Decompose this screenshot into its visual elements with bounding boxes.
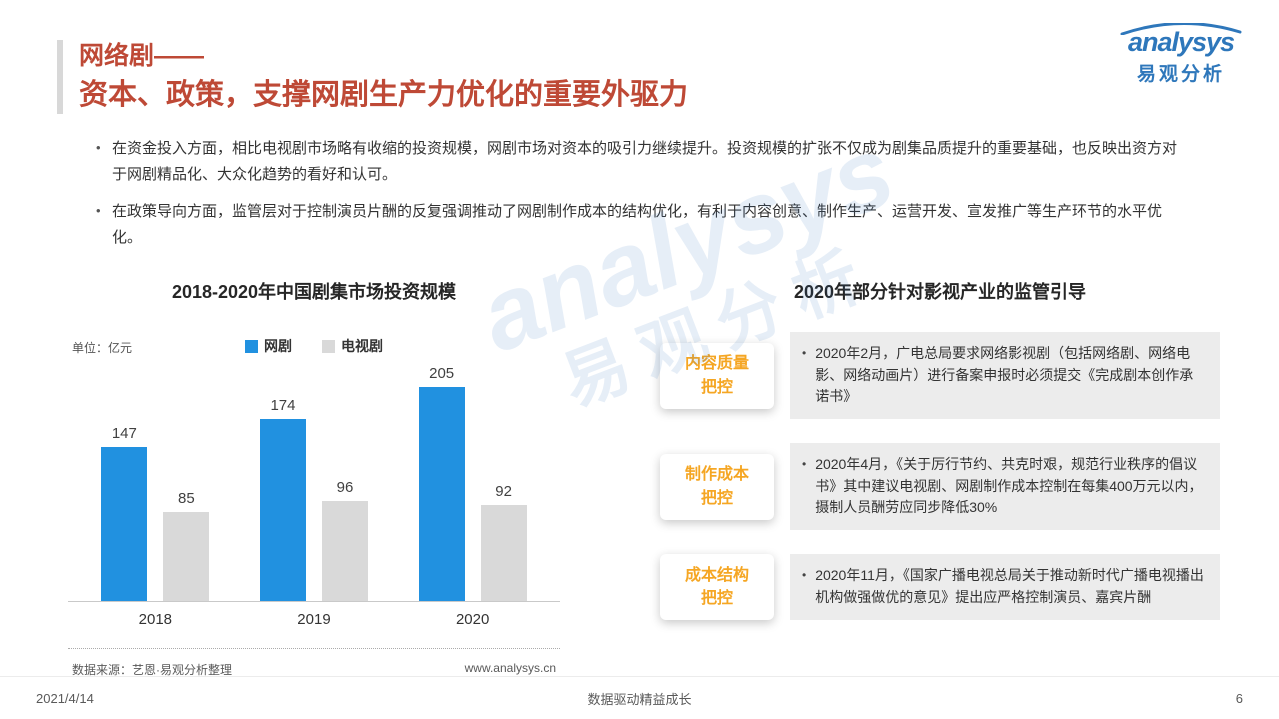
- website-text: www.analysys.cn: [464, 661, 556, 675]
- source-row: 数据来源：艺恩·易观分析整理 www.analysys.cn: [68, 661, 560, 678]
- tag-label-line1: 制作成本: [684, 466, 749, 484]
- tag-label-line1: 内容质量: [684, 355, 749, 373]
- dotted-divider: [68, 648, 560, 649]
- bar-column: 205: [418, 365, 465, 601]
- regulation-row-cost-structure: 成本结构 把控 2020年11月，《国家广播电视总局关于推动新时代广播电视播出机…: [660, 554, 1220, 621]
- regulation-text-box: 2020年4月，《关于厉行节约、共克时艰，规范行业秩序的倡议书》其中建议电视剧、…: [790, 443, 1220, 531]
- tag-label-line1: 成本结构: [684, 566, 749, 584]
- chart-title: 2018-2020年中国剧集市场投资规模: [171, 282, 457, 302]
- bar-value-label: 174: [270, 397, 296, 414]
- regulation-rows: 内容质量 把控 2020年2月，广电总局要求网络影视剧（包括网络剧、网络电影、网…: [660, 332, 1220, 621]
- bar-电视剧-2018: [163, 512, 210, 601]
- bar-column: 85: [163, 490, 210, 601]
- bar-column: 174: [259, 397, 306, 601]
- tag-label-line2: 把控: [700, 590, 733, 608]
- title-line-2: 资本、政策，支撑网剧生产力优化的重要外驱力: [79, 78, 689, 111]
- page-number: 6: [1235, 690, 1243, 706]
- legend-swatch-webdrama: [245, 339, 258, 353]
- bar-chart-plot: 147 85 174 96 205 92: [68, 365, 560, 602]
- bar-value-label: 205: [429, 365, 455, 382]
- regulation-text: 2020年11月，《国家广播电视总局关于推动新时代广播电视播出机构做强做优的意见…: [815, 567, 1204, 606]
- bar-电视剧-2019: [321, 501, 368, 601]
- logo-text-cn: 易观分析: [1136, 64, 1225, 85]
- bar-group-2019: 174 96: [259, 397, 368, 601]
- legend-item-tvdrama: 电视剧: [322, 336, 383, 356]
- analysys-logo: analysys 易观分析: [1117, 22, 1245, 86]
- chart-legend: 网剧 电视剧: [68, 336, 560, 356]
- regulation-tag-content-quality: 内容质量 把控: [660, 342, 774, 409]
- bar-group-2020: 205 92: [418, 365, 527, 601]
- regulation-title: 2020年部分针对影视产业的监管引导: [793, 282, 1087, 302]
- x-axis-label-2019: 2019: [297, 611, 331, 628]
- bar-value-label: 92: [495, 483, 512, 500]
- bar-网剧-2018: [101, 447, 148, 601]
- bar-网剧-2020: [418, 387, 465, 601]
- bar-column: 147: [101, 425, 148, 601]
- regulation-section: 2020年部分针对影视产业的监管引导 内容质量 把控 2020年2月，广电总局要…: [660, 278, 1220, 644]
- investment-chart-section: 2018-2020年中国剧集市场投资规模 单位：亿元 网剧 电视剧 147 85 1…: [68, 278, 560, 678]
- regulation-row-content-quality: 内容质量 把控 2020年2月，广电总局要求网络影视剧（包括网络剧、网络电影、网…: [660, 332, 1220, 420]
- data-source-note: 数据来源：艺恩·易观分析整理: [72, 663, 232, 677]
- legend-item-webdrama: 网剧: [245, 336, 292, 356]
- bullet-item-funding: 在资金投入方面，相比电视剧市场略有收缩的投资规模，网剧市场对资本的吸引力继续提升…: [94, 136, 1186, 187]
- footer: 2021/4/14 数据驱动精益成长 6: [0, 676, 1279, 719]
- bullet-item-policy: 在政策导向方面，监管层对于控制演员片酬的反复强调推动了网剧制作成本的结构优化，有…: [94, 199, 1186, 250]
- summary-bullets: 在资金投入方面，相比电视剧市场略有收缩的投资规模，网剧市场对资本的吸引力继续提升…: [94, 136, 1186, 262]
- legend-label-tvdrama: 电视剧: [341, 338, 383, 354]
- legend-swatch-tvdrama: [322, 339, 335, 353]
- regulation-text: 2020年2月，广电总局要求网络影视剧（包括网络剧、网络电影、网络动画片）进行备…: [815, 345, 1194, 405]
- x-axis-labels: 2018 2019 2020: [68, 611, 560, 628]
- tag-label-line2: 把控: [700, 378, 733, 396]
- tag-label-line2: 把控: [700, 489, 733, 507]
- x-axis-label-2018: 2018: [138, 611, 173, 628]
- bar-value-label: 147: [111, 425, 137, 442]
- bar-value-label: 85: [177, 490, 195, 507]
- bar-电视剧-2020: [480, 505, 527, 601]
- page-title: 网络剧—— 资本、政策，支撑网剧生产力优化的重要外驱力: [57, 40, 689, 115]
- bar-column: 96: [321, 479, 368, 601]
- logo-text-en: analysys: [1127, 27, 1235, 57]
- title-line-1: 网络剧——: [79, 42, 205, 70]
- bar-value-label: 96: [336, 479, 354, 496]
- bar-column: 92: [480, 483, 527, 601]
- unit-label: 单位：亿元: [72, 341, 133, 355]
- bar-网剧-2019: [259, 419, 306, 601]
- footer-date: 2021/4/14: [36, 690, 94, 706]
- regulation-text: 2020年4月，《关于厉行节约、共克时艰，规范行业秩序的倡议书》其中建议电视剧、…: [815, 456, 1203, 516]
- regulation-text-box: 2020年2月，广电总局要求网络影视剧（包括网络剧、网络电影、网络动画片）进行备…: [790, 332, 1220, 420]
- footer-slogan: 数据驱动精益成长: [587, 691, 692, 707]
- regulation-row-production-cost: 制作成本 把控 2020年4月，《关于厉行节约、共克时艰，规范行业秩序的倡议书》…: [660, 443, 1220, 531]
- regulation-text-box: 2020年11月，《国家广播电视总局关于推动新时代广播电视播出机构做强做优的意见…: [790, 554, 1220, 620]
- regulation-tag-production-cost: 制作成本 把控: [660, 453, 774, 520]
- chart-legend-row: 单位：亿元 网剧 电视剧: [68, 336, 560, 356]
- bar-group-2018: 147 85: [101, 425, 210, 601]
- regulation-tag-cost-structure: 成本结构 把控: [660, 554, 774, 621]
- x-axis-label-2020: 2020: [455, 611, 490, 628]
- logo-swoosh-icon: [1117, 22, 1245, 36]
- legend-label-webdrama: 网剧: [264, 338, 292, 354]
